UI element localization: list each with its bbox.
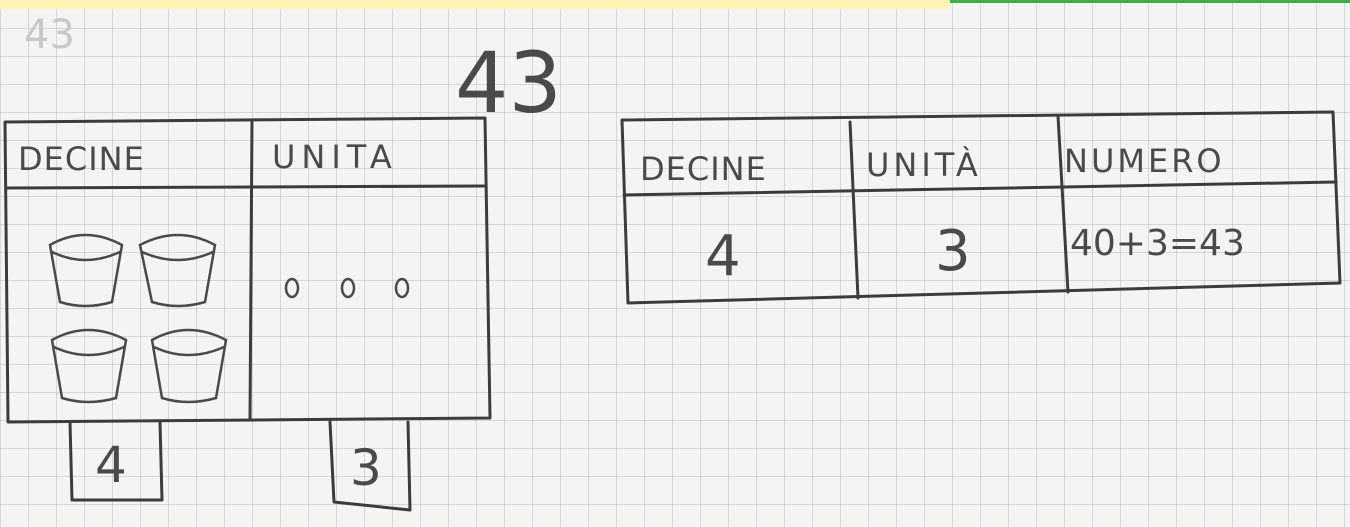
right-header: DECINE [640,150,767,188]
tens-box [68,420,164,502]
units-total: 3 [350,439,382,497]
units-box [328,420,412,512]
left-table-border [3,116,492,424]
tens-total: 4 [95,436,127,494]
right-cell: 4 [705,224,741,289]
faint-number: 43 [24,12,75,58]
right-header: UNITÀ [866,146,982,184]
right-header: NUMERO [1064,142,1225,180]
right-table-header-line [622,180,1338,197]
left-header: DECINE [18,140,145,178]
yellow-bar [0,0,950,9]
right-cell: 40+3=43 [1070,223,1245,264]
left-header: UNITA [272,138,398,176]
right-cell: 3 [935,219,971,284]
right-table-border [620,110,1342,305]
dots [284,277,410,299]
title-number: 43 [455,34,562,132]
green-bar [950,0,1350,3]
left-table-divider [248,118,254,422]
right-table-divider [848,120,860,300]
right-table-divider [1056,114,1070,294]
left-table-header-line [4,184,488,190]
cups [48,233,228,404]
